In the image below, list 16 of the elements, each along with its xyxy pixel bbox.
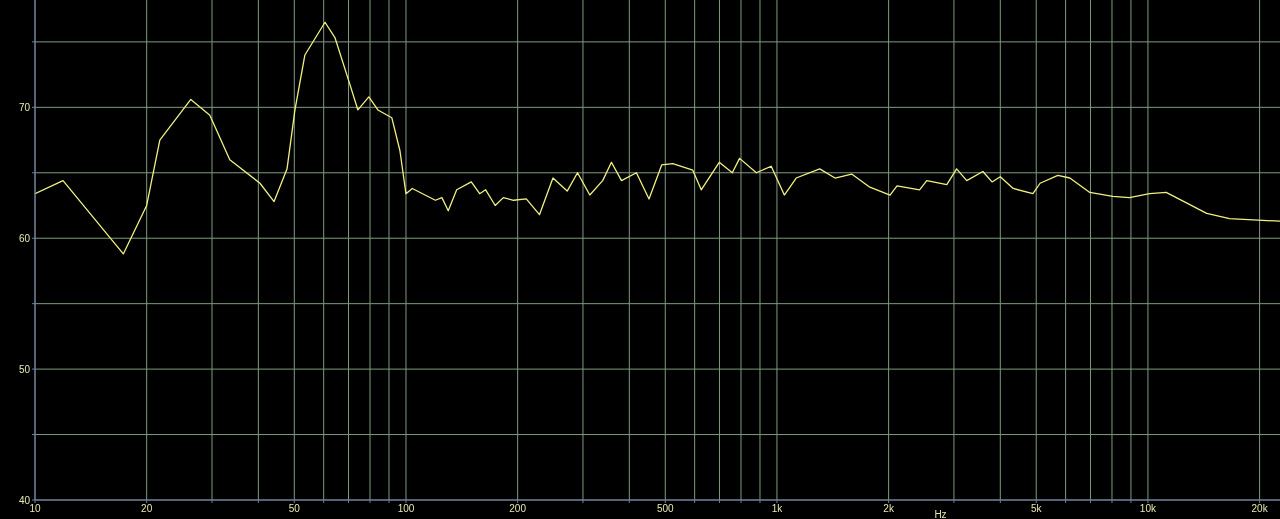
x-tick-label: 100 bbox=[397, 503, 415, 515]
x-tick-label: 200 bbox=[509, 503, 527, 515]
x-tick-label: 20k bbox=[1251, 503, 1269, 515]
x-tick-label: 1k bbox=[771, 503, 784, 515]
x-tick-label: 50 bbox=[288, 503, 301, 515]
x-tick-label: 20 bbox=[141, 503, 153, 515]
x-tick-label: 5k bbox=[1030, 503, 1043, 515]
y-tick-label: 60 bbox=[18, 232, 31, 244]
y-tick-label: 70 bbox=[18, 101, 31, 113]
x-tick-label: 10 bbox=[29, 503, 41, 515]
y-tick-label: 40 bbox=[18, 494, 31, 506]
x-tick-label: 10k bbox=[1139, 503, 1157, 515]
x-axis-title: Hz bbox=[934, 509, 947, 519]
x-tick-label: 500 bbox=[656, 503, 675, 515]
y-tick-label: 50 bbox=[18, 363, 31, 375]
x-tick-label: 2k bbox=[883, 503, 895, 515]
